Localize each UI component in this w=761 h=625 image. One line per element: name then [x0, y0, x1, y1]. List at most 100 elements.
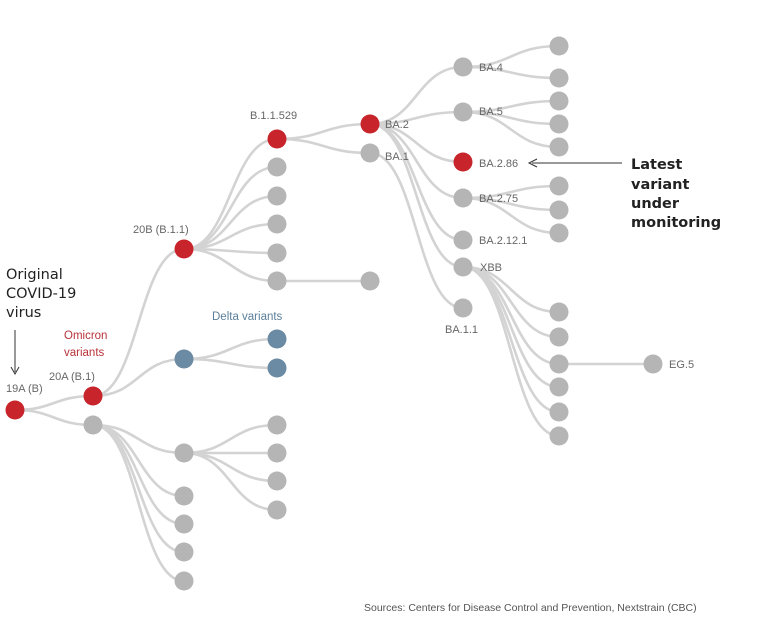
- source-note: Sources: Centers for Disease Control and…: [364, 602, 697, 614]
- node-BA.2.12.1: [453, 230, 473, 250]
- node-delta-1: [267, 329, 287, 349]
- node-XBB: [453, 257, 473, 277]
- label-BA.2.75: BA.2.75: [479, 193, 518, 205]
- node-EG.5: [643, 354, 663, 374]
- node-unlabeled: [549, 302, 569, 322]
- node-BA.2: [360, 114, 380, 134]
- delta-label: Delta variants: [212, 311, 283, 323]
- branch-edge: [13, 408, 95, 427]
- label-BA.4: BA.4: [479, 62, 503, 74]
- node-unlabeled: [549, 223, 569, 243]
- node-20A: [83, 386, 103, 406]
- node-unlabeled: [549, 68, 569, 88]
- label-20A: 20A (B.1): [49, 371, 95, 383]
- branch-edge: [91, 423, 186, 583]
- label-EG.5: EG.5: [669, 359, 694, 371]
- branch-edge: [182, 337, 279, 361]
- omicron-label-line-1: Omicron: [64, 330, 107, 342]
- node-B.1.1.529: [267, 129, 287, 149]
- branch-edge: [182, 247, 279, 283]
- node-BA.1.1: [453, 298, 473, 318]
- node-unlabeled: [549, 426, 569, 446]
- branch-edge: [91, 247, 186, 398]
- node-BA.2.86: [453, 152, 473, 172]
- node-unlabeled: [267, 500, 287, 520]
- node-BA.2.75: [453, 188, 473, 208]
- branch-edge: [275, 122, 372, 141]
- origin-line-1: Original: [6, 267, 63, 283]
- node-unlabeled: [549, 377, 569, 397]
- label-B.1.1.529: B.1.1.529: [250, 110, 297, 122]
- node-unlabeled: [267, 471, 287, 491]
- latest-arrow: [527, 158, 622, 168]
- branch-edge: [13, 394, 95, 412]
- node-BA.5: [453, 102, 473, 122]
- node-unlabeled: [174, 571, 194, 591]
- branch-edge: [461, 265, 561, 438]
- node-unlabeled: [174, 542, 194, 562]
- latest-line-4: monitoring: [631, 215, 721, 231]
- node-unlabeled: [549, 36, 569, 56]
- node-BA.1: [360, 143, 380, 163]
- label-BA.5: BA.5: [479, 106, 503, 118]
- latest-line-2: variant: [631, 177, 689, 193]
- node-unlabeled: [174, 514, 194, 534]
- node-unlabeled: [174, 443, 194, 463]
- branch-edge: [461, 99, 561, 114]
- latest-line-3: under: [631, 196, 680, 212]
- node-19A: [5, 400, 25, 420]
- nodes-layer: [5, 36, 663, 591]
- origin-arrow: [10, 330, 20, 376]
- node-unlabeled: [549, 91, 569, 111]
- label-BA.1: BA.1: [385, 151, 409, 163]
- node-unlabeled: [549, 200, 569, 220]
- branch-edge: [182, 423, 279, 455]
- node-unlabeled: [549, 137, 569, 157]
- node-delta: [174, 349, 194, 369]
- branch-edge: [91, 357, 186, 398]
- branch-edge: [182, 194, 279, 251]
- branch-edge: [461, 196, 561, 235]
- label-BA.2.86: BA.2.86: [479, 158, 518, 170]
- node-unlabeled: [174, 486, 194, 506]
- branch-edge: [368, 110, 465, 126]
- label-BA.1.1: BA.1.1: [445, 324, 478, 336]
- node-unlabeled: [267, 271, 287, 291]
- node-unlabeled: [267, 415, 287, 435]
- branch-edge: [91, 423, 186, 554]
- node-unlabeled: [267, 214, 287, 234]
- origin-line-3: virus: [6, 305, 41, 321]
- label-XBB: XBB: [480, 262, 502, 274]
- branch-edge: [461, 65, 561, 80]
- node-unlabeled: [360, 271, 380, 291]
- label-20B: 20B (B.1.1): [133, 224, 189, 236]
- node-unlabeled: [83, 415, 103, 435]
- branch-edge: [461, 110, 561, 149]
- node-unlabeled: [267, 443, 287, 463]
- node-unlabeled: [549, 176, 569, 196]
- node-unlabeled: [549, 327, 569, 347]
- node-unlabeled: [267, 243, 287, 263]
- node-20B: [174, 239, 194, 259]
- branch-edge: [368, 122, 465, 269]
- branch-edge: [461, 44, 561, 69]
- label-BA.2.12.1: BA.2.12.1: [479, 235, 527, 247]
- branch-edge: [182, 451, 279, 512]
- branch-edge: [368, 65, 465, 126]
- latest-line-1: Latest: [631, 157, 682, 173]
- edges-layer: [13, 44, 655, 583]
- branch-edge: [182, 357, 279, 370]
- omicron-label-line-2: variants: [64, 347, 105, 359]
- node-delta-2: [267, 358, 287, 378]
- node-BA.4: [453, 57, 473, 77]
- node-unlabeled: [267, 157, 287, 177]
- branch-edge: [182, 451, 279, 483]
- branch-edge: [368, 151, 465, 310]
- node-unlabeled: [549, 402, 569, 422]
- label-19A: 19A (B): [6, 383, 43, 395]
- node-unlabeled: [267, 186, 287, 206]
- node-unlabeled: [549, 114, 569, 134]
- label-BA.2: BA.2: [385, 119, 409, 131]
